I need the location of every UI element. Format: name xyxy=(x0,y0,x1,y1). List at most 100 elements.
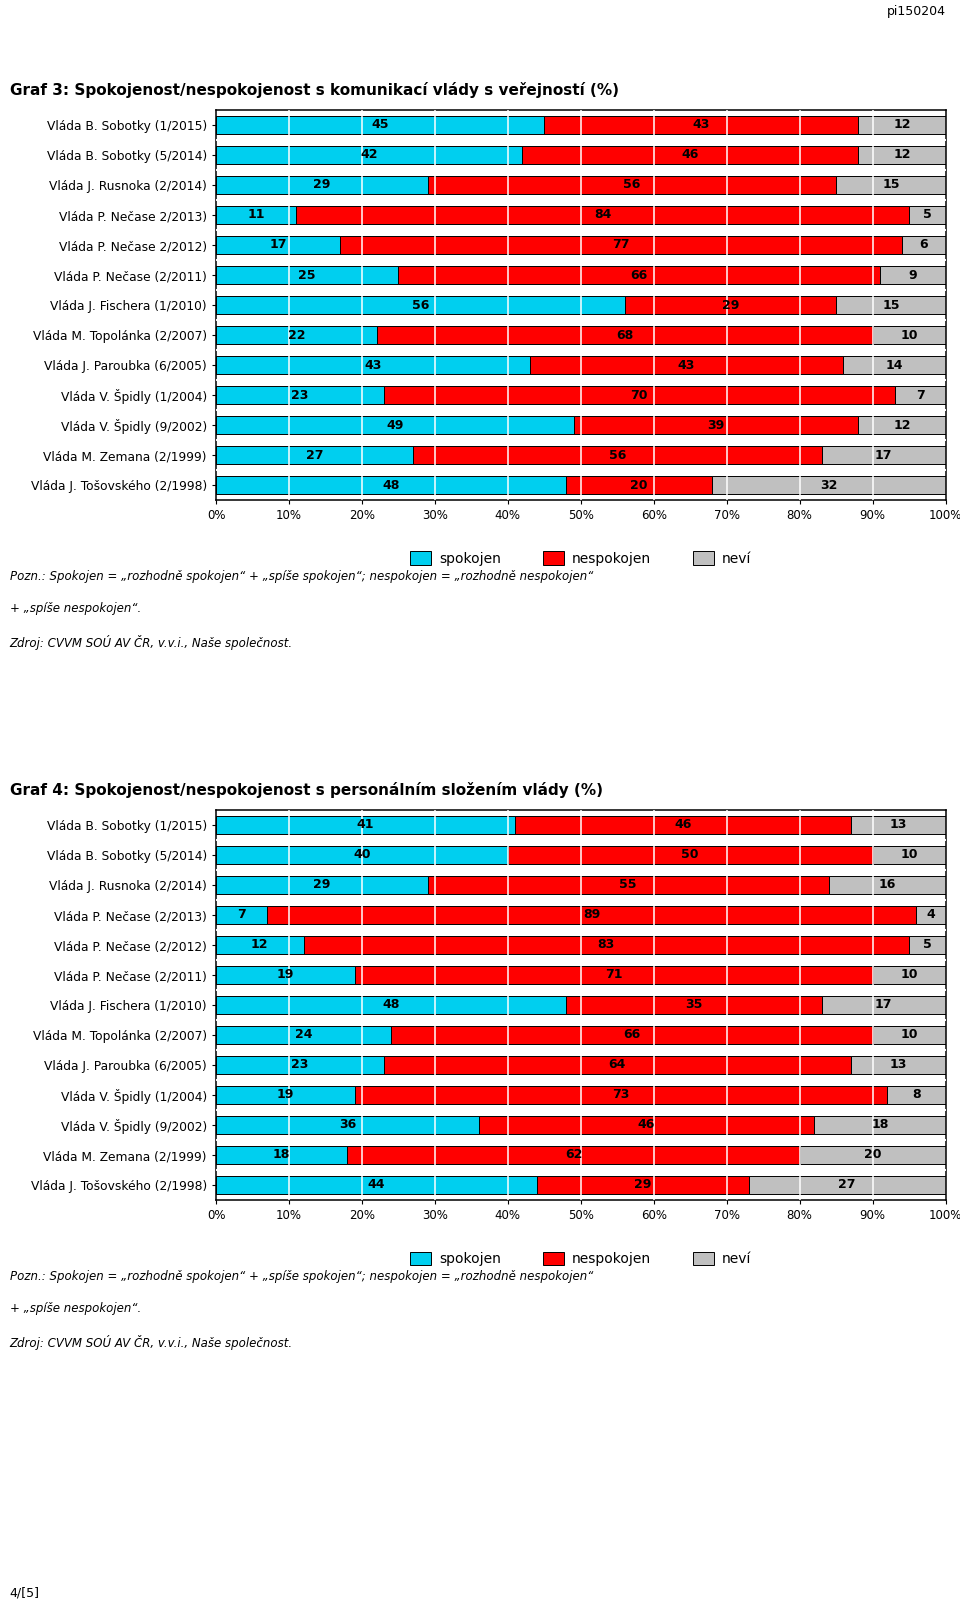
Legend: spokojen, nespokojen, neví: spokojen, nespokojen, neví xyxy=(405,1247,756,1271)
Text: 10: 10 xyxy=(900,1028,918,1041)
Text: 18: 18 xyxy=(273,1148,290,1161)
Bar xyxy=(822,996,946,1014)
Bar xyxy=(537,1176,749,1195)
Text: 71: 71 xyxy=(605,969,622,982)
Bar xyxy=(216,846,508,865)
Text: 19: 19 xyxy=(276,969,294,982)
Text: 13: 13 xyxy=(890,818,907,831)
Bar xyxy=(712,475,946,495)
Text: Pozn.: Spokojen = „rozhodně spokojen“ + „spíše spokojen“; nespokojen = „rozhodně: Pozn.: Spokojen = „rozhodně spokojen“ + … xyxy=(10,571,593,584)
Bar xyxy=(909,205,946,225)
Bar xyxy=(216,965,354,985)
Text: 15: 15 xyxy=(882,299,900,312)
Text: 32: 32 xyxy=(820,479,837,492)
Bar xyxy=(267,906,917,925)
Bar xyxy=(887,1085,946,1104)
Bar xyxy=(216,996,566,1014)
Text: 36: 36 xyxy=(339,1119,356,1132)
Bar xyxy=(340,236,901,254)
Bar xyxy=(216,906,267,925)
Text: 46: 46 xyxy=(682,149,699,162)
Bar xyxy=(516,815,851,834)
Bar xyxy=(895,386,946,404)
Text: 14: 14 xyxy=(886,359,903,372)
Text: Graf 3: Spokojenost/nespokojenost s komunikací vlády s veřejností (%): Graf 3: Spokojenost/nespokojenost s komu… xyxy=(10,82,618,99)
Bar xyxy=(828,876,946,894)
Text: 73: 73 xyxy=(612,1088,630,1101)
Text: 10: 10 xyxy=(900,328,918,341)
Text: 25: 25 xyxy=(299,268,316,281)
Text: 56: 56 xyxy=(609,448,626,461)
Text: 45: 45 xyxy=(372,118,389,131)
Bar xyxy=(800,1146,946,1164)
Bar xyxy=(427,176,836,194)
Bar xyxy=(917,906,946,925)
Text: 23: 23 xyxy=(291,1059,308,1072)
Bar xyxy=(851,815,946,834)
Text: 12: 12 xyxy=(893,118,911,131)
Text: 40: 40 xyxy=(353,849,371,862)
Bar xyxy=(836,176,946,194)
Bar xyxy=(216,446,413,464)
Bar xyxy=(749,1176,946,1195)
Text: 8: 8 xyxy=(912,1088,921,1101)
Text: 17: 17 xyxy=(269,238,287,252)
Text: 6: 6 xyxy=(920,238,928,252)
Text: 66: 66 xyxy=(631,268,648,281)
Text: 4/[5]: 4/[5] xyxy=(10,1586,39,1599)
Bar xyxy=(530,356,844,374)
Text: 5: 5 xyxy=(923,938,932,951)
Bar xyxy=(216,815,516,834)
Bar xyxy=(901,236,946,254)
Text: 50: 50 xyxy=(682,849,699,862)
Text: 17: 17 xyxy=(875,999,893,1012)
Text: 46: 46 xyxy=(674,818,691,831)
Bar xyxy=(880,265,946,285)
Bar xyxy=(216,1056,384,1074)
Bar xyxy=(216,236,340,254)
Text: 48: 48 xyxy=(382,999,399,1012)
Bar xyxy=(836,296,946,314)
Text: 39: 39 xyxy=(708,419,725,432)
Bar xyxy=(216,876,427,894)
Bar xyxy=(851,1056,946,1074)
Text: 42: 42 xyxy=(360,149,378,162)
Text: Zdroj: CVVM SOÚ AV ČR, v.v.i., Naše společnost.: Zdroj: CVVM SOÚ AV ČR, v.v.i., Naše spol… xyxy=(10,635,293,650)
Text: 17: 17 xyxy=(875,448,893,461)
Text: 12: 12 xyxy=(893,149,911,162)
Bar xyxy=(858,116,946,134)
Text: 29: 29 xyxy=(635,1179,652,1192)
Text: 15: 15 xyxy=(882,178,900,191)
Bar xyxy=(216,386,384,404)
Bar xyxy=(384,1056,851,1074)
Text: pi150204: pi150204 xyxy=(887,5,946,18)
Text: 12: 12 xyxy=(251,938,269,951)
Text: 46: 46 xyxy=(637,1119,655,1132)
Text: 56: 56 xyxy=(412,299,429,312)
Text: 7: 7 xyxy=(916,388,924,401)
Text: 20: 20 xyxy=(631,479,648,492)
Text: 83: 83 xyxy=(598,938,615,951)
Bar xyxy=(822,446,946,464)
Bar xyxy=(216,1146,348,1164)
Text: 5: 5 xyxy=(923,209,932,222)
Bar xyxy=(544,116,858,134)
Text: 10: 10 xyxy=(900,849,918,862)
Bar xyxy=(479,1116,814,1134)
Text: 20: 20 xyxy=(864,1148,881,1161)
Bar xyxy=(858,146,946,165)
Text: + „spíše nespokojen“.: + „spíše nespokojen“. xyxy=(10,603,141,616)
Bar xyxy=(216,416,573,435)
Bar xyxy=(873,965,946,985)
Text: 89: 89 xyxy=(583,909,600,922)
Text: 24: 24 xyxy=(295,1028,312,1041)
Text: 56: 56 xyxy=(623,178,640,191)
Text: Graf 4: Spokojenost/nespokojenost s personálním složením vlády (%): Graf 4: Spokojenost/nespokojenost s pers… xyxy=(10,783,603,799)
Bar xyxy=(873,1025,946,1045)
Bar xyxy=(216,936,303,954)
Bar xyxy=(566,475,712,495)
Text: 48: 48 xyxy=(382,479,399,492)
Text: 10: 10 xyxy=(900,969,918,982)
Bar xyxy=(573,416,858,435)
Bar xyxy=(216,205,297,225)
